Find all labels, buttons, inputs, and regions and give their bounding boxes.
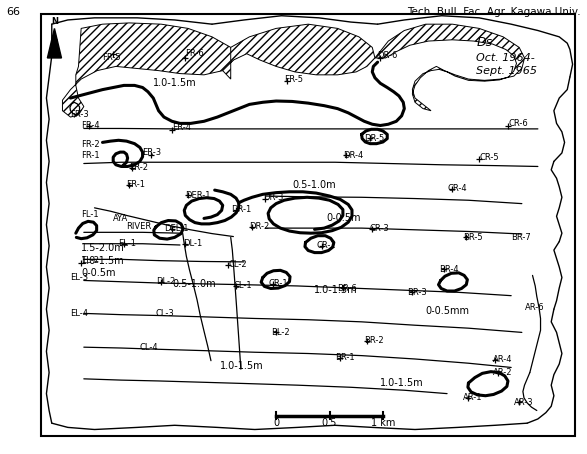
Text: CR-4: CR-4 [447, 184, 467, 193]
Text: ER-2: ER-2 [129, 163, 149, 172]
Text: DEL-1: DEL-1 [164, 224, 188, 233]
Text: FR-2: FR-2 [81, 140, 100, 149]
Text: 0: 0 [273, 418, 279, 428]
Text: AR-3: AR-3 [514, 398, 534, 407]
Text: CL-2: CL-2 [228, 260, 247, 269]
Text: FR-4: FR-4 [81, 121, 100, 130]
Text: ER-3: ER-3 [143, 148, 161, 158]
Text: CR-1: CR-1 [268, 279, 288, 288]
Text: DR-1: DR-1 [231, 206, 251, 214]
Text: FR-5: FR-5 [103, 54, 121, 63]
Text: AR-4: AR-4 [492, 355, 512, 365]
Text: 1.0-1.5m: 1.0-1.5m [313, 285, 357, 295]
Text: BR-7: BR-7 [511, 233, 531, 242]
Text: 0.5: 0.5 [322, 418, 337, 428]
Text: ER-5: ER-5 [284, 74, 303, 84]
Text: 1.0-1.5m: 1.0-1.5m [81, 256, 125, 266]
Text: CR-2: CR-2 [316, 242, 336, 250]
Text: BR-4: BR-4 [439, 265, 458, 274]
Text: ER-1: ER-1 [127, 180, 146, 189]
Text: EL-3: EL-3 [70, 273, 89, 282]
Text: 0-0.5m: 0-0.5m [81, 268, 116, 278]
Text: Oct. 1964-: Oct. 1964- [477, 53, 535, 63]
Text: CR-6: CR-6 [508, 119, 528, 128]
Text: ER-4: ER-4 [172, 123, 191, 132]
Text: EL-1: EL-1 [119, 239, 137, 248]
Polygon shape [62, 23, 234, 117]
Text: CR-5: CR-5 [479, 153, 499, 162]
Polygon shape [48, 29, 62, 58]
Text: BL-2: BL-2 [271, 328, 289, 337]
Text: BR-6: BR-6 [338, 284, 357, 292]
Text: 1.0-1.5m: 1.0-1.5m [153, 78, 197, 88]
Text: FR-6: FR-6 [185, 49, 204, 58]
Text: BR-5: BR-5 [463, 233, 483, 242]
Text: 0-0.5m: 0-0.5m [327, 213, 362, 223]
Text: N: N [51, 17, 58, 26]
Text: DR-6: DR-6 [377, 51, 398, 60]
Text: DR-4: DR-4 [343, 151, 363, 159]
Text: AYA: AYA [113, 214, 129, 223]
Text: FR-1: FR-1 [81, 151, 100, 159]
Text: 0.5-1.0m: 0.5-1.0m [292, 180, 336, 190]
Text: DL-2: DL-2 [156, 277, 175, 286]
Text: 0.5-1.0m: 0.5-1.0m [172, 279, 215, 289]
Text: 1.5-2.0m: 1.5-2.0m [81, 243, 125, 253]
Polygon shape [222, 24, 375, 79]
Text: BR-1: BR-1 [335, 353, 355, 362]
Text: Tech. Bull. Fac. Agr. Kagawa Univ.: Tech. Bull. Fac. Agr. Kagawa Univ. [407, 7, 581, 17]
Text: Sept. 1965: Sept. 1965 [477, 66, 538, 76]
Text: FL-1: FL-1 [81, 210, 99, 219]
Text: DR-2: DR-2 [249, 222, 269, 232]
Text: DR-5: DR-5 [365, 133, 384, 143]
Text: EL-2: EL-2 [81, 256, 99, 265]
Text: AR-6: AR-6 [525, 302, 544, 311]
Text: BR-3: BR-3 [407, 288, 427, 297]
Text: CR-3: CR-3 [370, 224, 389, 233]
Text: DL-1: DL-1 [183, 239, 202, 248]
Text: CL-1: CL-1 [234, 281, 252, 291]
Text: 66: 66 [6, 7, 20, 17]
Text: 1.0-1.5m: 1.0-1.5m [220, 361, 264, 371]
Text: EL-4: EL-4 [70, 309, 89, 318]
Text: DER-1: DER-1 [185, 191, 211, 200]
Text: AR-2: AR-2 [492, 368, 512, 377]
Text: BR-2: BR-2 [365, 336, 384, 345]
Text: DR-3: DR-3 [263, 193, 283, 202]
Text: Ds: Ds [477, 36, 492, 49]
Text: AR-1: AR-1 [463, 393, 483, 402]
Text: 1.0-1.5m: 1.0-1.5m [380, 378, 424, 388]
Polygon shape [375, 24, 525, 111]
Text: 1 km: 1 km [371, 418, 395, 428]
Text: RIVER: RIVER [127, 222, 152, 232]
Text: CL-4: CL-4 [140, 343, 158, 352]
Text: 0-0.5mm: 0-0.5mm [426, 306, 470, 316]
Text: FR-3: FR-3 [70, 110, 89, 119]
Text: CL-3: CL-3 [156, 309, 175, 318]
